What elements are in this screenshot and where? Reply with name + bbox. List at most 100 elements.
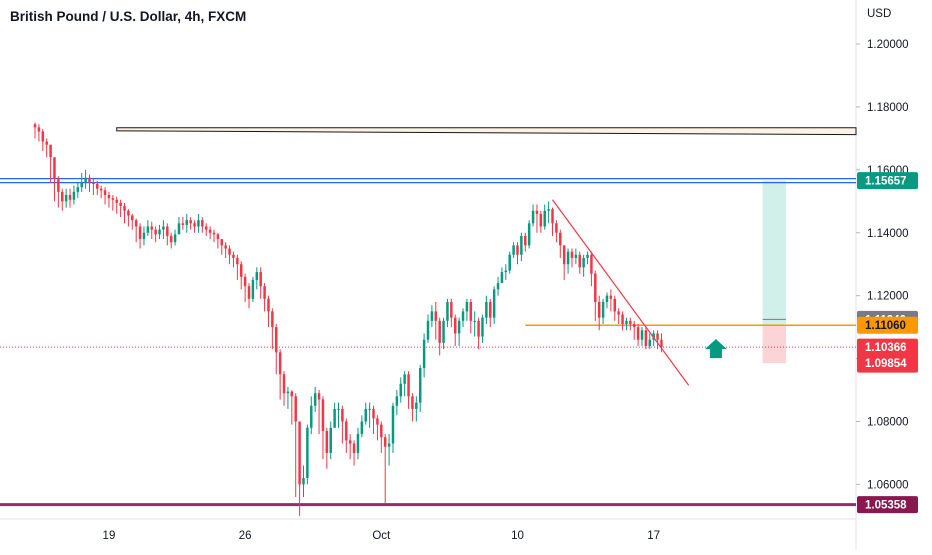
candle-body <box>76 187 80 192</box>
candle-body <box>41 131 45 142</box>
price-axis[interactable]: 1.200001.180001.160001.140001.120001.100… <box>856 39 918 514</box>
candle-body <box>282 374 286 394</box>
price-label-text: 1.11060 <box>865 320 906 332</box>
candle-body <box>84 177 87 183</box>
candle-body <box>185 220 189 225</box>
candle-body <box>644 330 648 346</box>
drawn-lines[interactable] <box>0 127 857 507</box>
candle-body <box>49 144 52 158</box>
up-arrow-icon[interactable] <box>704 339 727 359</box>
candle-body <box>197 220 200 227</box>
price-tick-label: 1.06000 <box>867 479 909 491</box>
price-label-bg <box>857 172 918 190</box>
candle-body <box>660 339 663 348</box>
candle-body <box>551 209 554 224</box>
candle-body <box>559 232 562 246</box>
candle-body <box>465 301 469 312</box>
candle-body <box>380 424 383 438</box>
candle-body <box>212 232 216 235</box>
descending-trendline[interactable] <box>552 199 690 386</box>
resistance-zone-box[interactable] <box>116 127 857 136</box>
candle-body <box>368 408 371 410</box>
candle-body <box>434 311 438 321</box>
candle-body <box>590 254 593 274</box>
candle-body <box>364 408 367 422</box>
candle-body <box>446 301 449 321</box>
candle-body <box>430 311 434 321</box>
candle-body <box>539 213 543 227</box>
candle-body <box>609 295 613 299</box>
candle-body <box>481 317 484 337</box>
candle-body <box>601 301 605 318</box>
candle-body <box>395 396 399 406</box>
price-label-text: 1.09854 <box>865 358 907 370</box>
candle-body <box>72 191 76 200</box>
candle-body <box>341 408 344 422</box>
candle-body <box>243 276 247 287</box>
candle-body <box>597 301 601 318</box>
candle-body <box>512 245 515 255</box>
candle-body <box>348 440 352 444</box>
long-position-tool[interactable] <box>762 180 786 364</box>
candle-body <box>239 264 243 277</box>
candle-body <box>555 223 558 233</box>
drawings-overlay[interactable] <box>552 199 727 386</box>
candle-body <box>640 330 644 340</box>
candle-body <box>115 199 118 203</box>
candle-body <box>333 408 336 428</box>
candle-body <box>531 210 535 224</box>
time-tick-label: 26 <box>239 530 252 542</box>
candle-body <box>317 393 321 400</box>
currency-label: USD <box>867 8 892 20</box>
candle-body <box>504 270 508 273</box>
candle-body <box>329 427 332 453</box>
candle-body <box>220 239 224 246</box>
candle-body <box>403 374 406 384</box>
candle-body <box>99 188 103 191</box>
candle-body <box>613 298 617 312</box>
candle-body <box>376 418 379 425</box>
candle-body <box>648 339 652 346</box>
candle-body <box>500 272 504 284</box>
symbol-title[interactable]: British Pound / U.S. Dollar, 4h, FXCM <box>10 9 247 24</box>
time-tick-label: Oct <box>372 530 391 542</box>
candle-body <box>154 229 157 235</box>
candle-body <box>438 320 441 343</box>
candle-body <box>80 182 83 188</box>
candle-body <box>543 210 546 227</box>
candle-body <box>177 223 181 235</box>
candle-body <box>321 399 325 431</box>
candle-body <box>594 273 597 302</box>
candle-body <box>263 286 266 299</box>
candle-body <box>489 301 492 318</box>
candle-body <box>216 234 220 240</box>
candle-body <box>547 209 550 211</box>
candle-body <box>166 226 169 236</box>
candle-body <box>578 254 581 268</box>
candle-body <box>189 220 192 224</box>
candle-body <box>278 352 282 375</box>
candle-body <box>204 226 208 230</box>
candle-body <box>45 141 48 145</box>
price-tick-label: 1.20000 <box>867 39 909 51</box>
candle-body <box>286 391 290 394</box>
position-profit-zone[interactable] <box>762 180 786 326</box>
candle-body <box>236 257 239 265</box>
time-axis[interactable]: 19 26 Oct 10 17 <box>103 530 661 542</box>
candle-body <box>562 245 566 265</box>
candle-body <box>298 421 301 485</box>
candle-body <box>306 427 309 479</box>
candle-body <box>57 179 60 192</box>
position-stop-zone[interactable] <box>762 325 786 364</box>
candle-body <box>391 405 395 444</box>
candle-body <box>516 245 519 255</box>
candle-body <box>267 298 270 312</box>
candle-body <box>418 368 422 403</box>
candle-body <box>574 254 578 258</box>
candle-body <box>345 421 348 441</box>
candle-body <box>625 320 628 324</box>
candle-body <box>232 254 235 258</box>
candle-body <box>271 311 274 328</box>
